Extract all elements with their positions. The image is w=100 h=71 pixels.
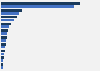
Bar [1,32,7,35]
Bar [1,59,3,62]
Bar [1,63,3,66]
Bar [1,56,4,59]
Bar [1,39,6,42]
Bar [1,19,14,21]
Bar [1,9,22,12]
Bar [1,66,3,69]
Bar [1,53,4,55]
Bar [1,12,19,15]
Bar [1,29,8,32]
Bar [1,23,11,25]
Bar [1,2,80,5]
Bar [1,36,7,39]
Bar [1,43,6,46]
Bar [1,50,5,52]
Bar [1,46,5,48]
Bar [1,16,17,18]
Bar [1,25,9,28]
Bar [1,5,74,8]
